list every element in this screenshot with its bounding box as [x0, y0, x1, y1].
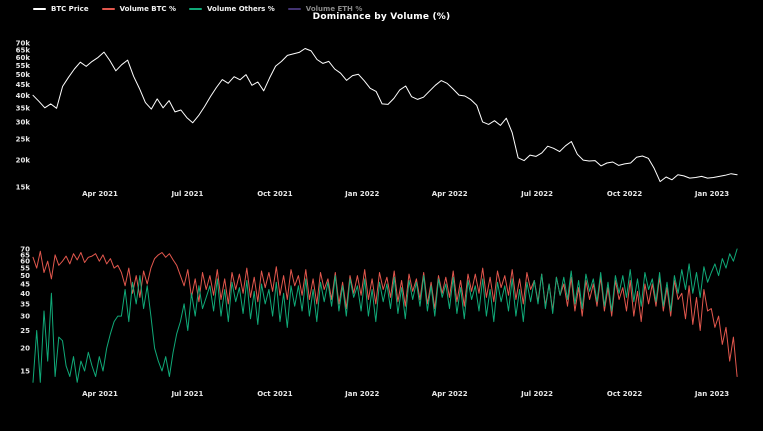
x-tick-label: Jan 2023 — [694, 190, 729, 198]
y-tick-label: 25 — [20, 327, 30, 335]
legend-label: Volume BTC % — [119, 5, 176, 13]
y-tick-label: 35 — [20, 300, 30, 308]
chart-legend: BTC Price Volume BTC % Volume Others % V… — [33, 5, 362, 13]
volume-others--line — [32, 248, 738, 383]
y-tick-label: 55 — [20, 265, 30, 273]
y-tick-label: 45 — [20, 281, 30, 289]
x-tick-label: Jul 2022 — [520, 390, 553, 398]
y-tick-label: 70k — [16, 40, 31, 48]
y-tick-label: 35k — [16, 104, 31, 112]
x-tick-label: Apr 2021 — [82, 390, 118, 398]
y-tick-label: 65 — [20, 251, 30, 259]
x-tick-label: Oct 2021 — [257, 390, 292, 398]
y-tick-label: 20k — [16, 157, 31, 165]
x-tick-label: Oct 2022 — [607, 190, 642, 198]
y-tick-label: 50k — [16, 71, 31, 79]
y-tick-label: 30 — [20, 313, 30, 321]
y-tick-label: 40k — [16, 92, 31, 100]
volume-others-swatch-icon — [188, 8, 202, 10]
y-tick-label: 25k — [16, 136, 31, 144]
volume-eth-swatch-icon — [287, 8, 301, 10]
y-tick-label: 15 — [20, 368, 30, 376]
x-tick-label: Jan 2022 — [344, 390, 379, 398]
y-tick-label: 30k — [16, 119, 31, 127]
y-tick-label: 60k — [16, 54, 31, 62]
x-tick-label: Jan 2023 — [694, 390, 729, 398]
legend-item-volume-others[interactable]: Volume Others % — [188, 5, 275, 13]
y-tick-label: 70 — [20, 246, 30, 254]
y-tick-label: 45k — [16, 81, 31, 89]
x-tick-label: Apr 2022 — [432, 390, 468, 398]
x-tick-label: Jul 2022 — [520, 190, 553, 198]
y-tick-label: 40 — [20, 290, 30, 298]
legend-item-btc-price[interactable]: BTC Price — [33, 5, 89, 13]
x-tick-label: Oct 2021 — [257, 190, 292, 198]
y-tick-label: 55k — [16, 62, 31, 70]
x-tick-label: Jul 2021 — [170, 190, 203, 198]
x-tick-label: Oct 2022 — [607, 390, 642, 398]
page-title: Dominance by Volume (%) — [312, 12, 451, 22]
legend-item-volume-eth[interactable]: Volume ETH % — [287, 5, 363, 13]
legend-label: BTC Price — [51, 5, 89, 13]
volume-btc--line — [32, 250, 738, 377]
x-tick-label: Jul 2021 — [170, 390, 203, 398]
x-tick-label: Apr 2021 — [82, 190, 118, 198]
legend-label: Volume ETH % — [305, 5, 363, 13]
y-tick-label: 15k — [16, 184, 31, 192]
x-tick-label: Jan 2022 — [344, 190, 379, 198]
y-tick-label: 50 — [20, 272, 30, 280]
y-tick-label: 60 — [20, 258, 30, 266]
legend-item-volume-btc[interactable]: Volume BTC % — [101, 5, 176, 13]
x-tick-label: Apr 2022 — [432, 190, 468, 198]
y-tick-label: 65k — [16, 46, 31, 54]
btc-price-swatch-icon — [33, 8, 46, 10]
btc-price-line — [32, 48, 738, 183]
legend-label: Volume Others % — [206, 5, 275, 13]
y-tick-label: 20 — [20, 345, 30, 353]
volume-btc-swatch-icon — [101, 8, 115, 10]
